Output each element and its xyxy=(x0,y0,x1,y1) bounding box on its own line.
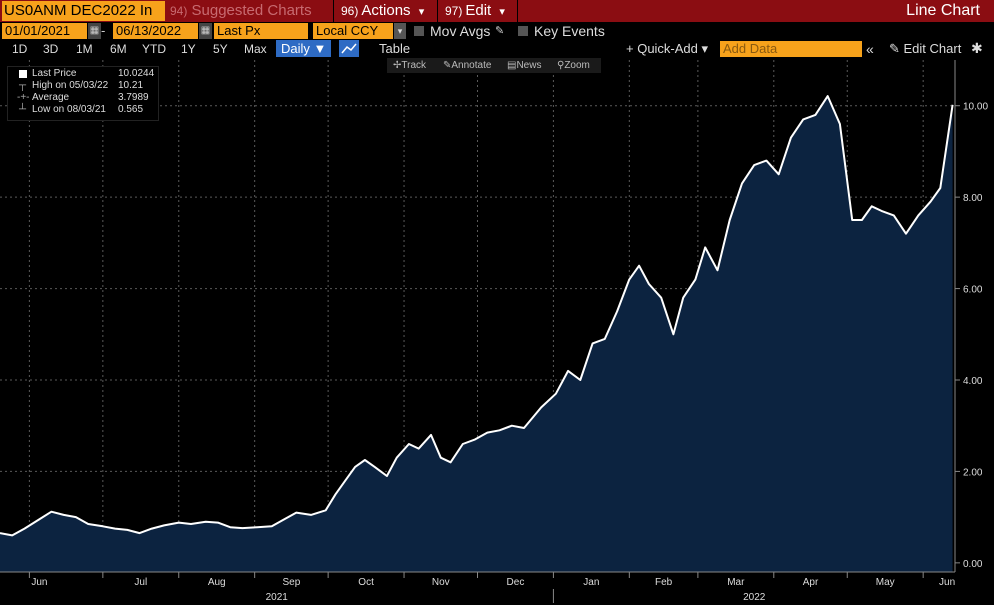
x-year-label: 2022 xyxy=(743,592,766,603)
low-marker-icon: ┴ xyxy=(19,104,27,115)
collapse-icon[interactable]: « xyxy=(866,41,874,57)
zoom-tool[interactable]: ⚲ Zoom xyxy=(557,60,590,71)
legend-row-average: -+- Average 3.7989 xyxy=(8,92,156,104)
currency-dropdown-icon[interactable]: ▾ xyxy=(394,23,406,39)
x-month-label: Jul xyxy=(134,577,147,588)
range-1m[interactable]: 1M xyxy=(76,42,93,56)
currency-selector[interactable]: Local CCY xyxy=(313,23,393,39)
track-tool[interactable]: ✢ Track xyxy=(393,60,427,71)
legend-value: 10.21 xyxy=(118,80,144,91)
chart-tools-bar: ✢ Track ✎ Annotate ▤ News ⚲ Zoom xyxy=(387,58,601,73)
range-3d[interactable]: 3D xyxy=(43,42,59,56)
mov-avgs-checkbox[interactable] xyxy=(414,26,424,36)
legend-row-high: ┬ High on 05/03/22 10.21 xyxy=(8,80,156,92)
menu-divider xyxy=(333,0,334,22)
y-tick-label: 4.00 xyxy=(963,376,983,387)
legend-label: Average xyxy=(32,92,70,103)
range-max[interactable]: Max xyxy=(244,42,267,56)
legend-value: 3.7989 xyxy=(118,92,149,103)
series-area xyxy=(0,96,953,572)
range-6m[interactable]: 6M xyxy=(110,42,127,56)
y-tick-label: 6.00 xyxy=(963,285,983,296)
track-label: Track xyxy=(401,60,427,71)
x-month-label: Jan xyxy=(583,577,599,588)
x-year-label: 2021 xyxy=(266,592,289,603)
menu-divider xyxy=(437,0,438,22)
x-month-label: Jun xyxy=(31,577,47,588)
actions-chevron-icon: ▾ xyxy=(418,6,425,18)
x-month-label: Dec xyxy=(507,577,525,588)
range-1d[interactable]: 1D xyxy=(12,42,28,56)
legend-swatch xyxy=(19,70,27,78)
legend-value: 0.565 xyxy=(118,104,144,115)
x-month-label: Sep xyxy=(282,577,300,588)
news-tool[interactable]: ▤ News xyxy=(507,60,542,71)
x-month-label: Jun xyxy=(939,577,955,588)
gear-icon[interactable]: ✱ xyxy=(971,40,983,56)
frequency-selector[interactable]: Daily ▼ xyxy=(276,40,331,57)
range-1y[interactable]: 1Y xyxy=(181,42,196,56)
key-events-label: Key Events xyxy=(534,23,605,39)
end-date-field[interactable]: 06/13/2022 xyxy=(113,23,198,39)
range-5y[interactable]: 5Y xyxy=(213,42,228,56)
legend-row-low: ┴ Low on 08/03/21 0.565 xyxy=(8,104,156,116)
annotate-tool[interactable]: ✎ Annotate xyxy=(443,60,492,71)
line-chart-icon[interactable] xyxy=(339,40,359,57)
actions-label: Actions xyxy=(361,2,411,19)
edit-label: Edit xyxy=(465,2,492,19)
edit-number: 97) xyxy=(445,4,463,18)
ticker-field[interactable]: US0ANM DEC2022 In xyxy=(2,1,165,21)
news-label: News xyxy=(516,60,542,71)
x-month-label: May xyxy=(876,577,895,588)
legend-box: Last Price 10.0244 ┬ High on 05/03/22 10… xyxy=(7,66,159,121)
y-tick-label: 10.00 xyxy=(963,102,988,113)
add-data-input[interactable]: Add Data xyxy=(720,41,862,57)
field-selector[interactable]: Last Px xyxy=(214,23,308,39)
table-button[interactable]: Table xyxy=(379,41,411,56)
quick-add-button[interactable]: + Quick-Add ▾ xyxy=(626,41,709,56)
y-tick-label: 8.00 xyxy=(963,193,983,204)
menu-divider xyxy=(517,0,518,22)
calendar-icon[interactable]: ▦ xyxy=(199,23,212,39)
x-month-label: Mar xyxy=(727,577,745,588)
zoom-label: Zoom xyxy=(564,60,590,71)
edit-chart-label: Edit Chart xyxy=(903,41,962,56)
high-marker-icon: ┬ xyxy=(19,80,27,91)
edit-chevron-icon: ▾ xyxy=(499,6,505,18)
mov-avgs-label: Mov Avgs xyxy=(430,23,491,39)
annotate-label: Annotate xyxy=(451,60,492,71)
x-month-label: Oct xyxy=(358,577,374,588)
y-tick-label: 2.00 xyxy=(963,467,983,478)
price-chart[interactable]: 0.00 2.00 4.00 6.00 8.00 10.00 Jun Jul Aug Sep Oct… xyxy=(0,58,994,605)
legend-row-last: Last Price 10.0244 xyxy=(8,68,156,80)
suggested-charts-label: Suggested Charts xyxy=(191,2,312,19)
x-month-label: Feb xyxy=(655,577,673,588)
range-ytd[interactable]: YTD xyxy=(142,42,166,56)
suggested-charts-number: 94) xyxy=(170,4,188,18)
legend-value: 10.0244 xyxy=(118,68,155,79)
pencil-icon[interactable]: ✎ xyxy=(495,25,505,37)
average-marker-icon: -+- xyxy=(17,92,30,103)
key-events-checkbox[interactable] xyxy=(518,26,528,36)
legend-label: Last Price xyxy=(32,68,77,79)
date-separator: - xyxy=(101,23,106,38)
edit-menu[interactable]: 97) Edit ▾ xyxy=(445,1,505,21)
actions-number: 96) xyxy=(341,4,359,18)
x-month-label: Apr xyxy=(803,577,819,588)
x-month-label: Nov xyxy=(432,577,450,588)
series-line xyxy=(0,95,954,537)
y-tick-label: 0.00 xyxy=(963,559,983,570)
edit-chart-button[interactable]: ✎ Edit Chart xyxy=(889,41,961,57)
legend-label: Low on 08/03/21 xyxy=(32,104,106,115)
suggested-charts-menu[interactable]: 94) Suggested Charts xyxy=(170,1,312,21)
pencil-icon: ✎ xyxy=(889,41,904,56)
actions-menu[interactable]: 96) Actions ▾ xyxy=(341,1,424,21)
title-bar xyxy=(0,0,994,22)
window-title: Line Chart xyxy=(906,2,980,19)
legend-label: High on 05/03/22 xyxy=(32,80,109,91)
calendar-icon[interactable]: ▦ xyxy=(88,23,101,39)
x-month-label: Aug xyxy=(208,577,226,588)
start-date-field[interactable]: 01/01/2021 xyxy=(2,23,87,39)
